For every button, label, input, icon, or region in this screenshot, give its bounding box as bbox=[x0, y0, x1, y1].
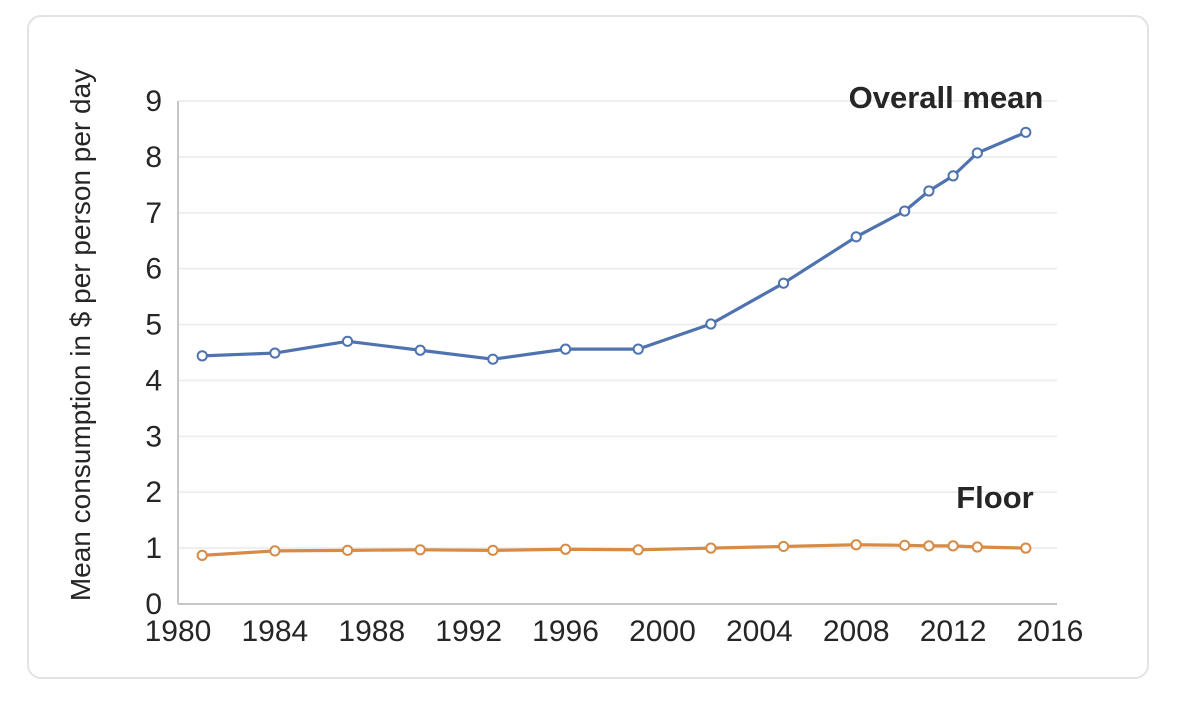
y-tick-label: 8 bbox=[145, 141, 162, 174]
x-tick-label: 2008 bbox=[823, 615, 890, 648]
data-point-marker bbox=[487, 353, 499, 365]
data-point-marker bbox=[850, 539, 862, 551]
gridlines bbox=[178, 100, 1057, 549]
data-point-marker bbox=[899, 539, 911, 551]
data-point-marker bbox=[632, 544, 644, 556]
x-tick-label: 1984 bbox=[242, 615, 309, 648]
data-point-marker bbox=[899, 205, 911, 217]
data-point-marker bbox=[777, 540, 790, 553]
data-point-marker bbox=[947, 540, 959, 552]
data-point-marker bbox=[487, 544, 499, 556]
data-point-marker bbox=[1020, 126, 1032, 138]
y-tick-label: 7 bbox=[145, 197, 162, 230]
y-tick-label: 4 bbox=[145, 364, 162, 397]
y-tick-label: 1 bbox=[145, 532, 162, 565]
x-tick-label: 2016 bbox=[1017, 615, 1084, 648]
data-point-marker bbox=[341, 335, 354, 347]
x-axis: 1980 1984 1988 1992 1996 2000 2004 2008 2012 2016 bbox=[145, 603, 1084, 648]
x-tick-label: 1996 bbox=[532, 615, 599, 648]
series-group bbox=[196, 126, 1032, 561]
series-overall-mean bbox=[196, 126, 1032, 365]
data-point-marker bbox=[341, 544, 354, 556]
data-point-marker bbox=[632, 343, 644, 355]
data-point-marker bbox=[559, 543, 572, 555]
data-point-marker bbox=[705, 542, 717, 554]
data-point-marker bbox=[850, 231, 862, 243]
data-point-marker bbox=[1020, 542, 1032, 554]
data-point-marker bbox=[196, 549, 208, 561]
data-point-marker bbox=[923, 185, 935, 197]
x-tick-label: 1988 bbox=[338, 615, 405, 648]
x-tick-label: 1980 bbox=[145, 615, 212, 648]
series-label-overall-mean: Overall mean bbox=[849, 80, 1044, 115]
data-point-marker bbox=[269, 347, 281, 359]
data-point-marker bbox=[196, 350, 208, 362]
data-point-marker bbox=[777, 277, 790, 289]
y-axis: 0 1 2 3 4 5 6 7 8 9 bbox=[145, 85, 179, 621]
data-point-marker bbox=[971, 541, 983, 553]
data-point-marker bbox=[971, 147, 983, 159]
x-tick-label: 2012 bbox=[920, 615, 987, 648]
series-label-floor: Floor bbox=[956, 480, 1034, 515]
data-point-marker bbox=[559, 343, 572, 355]
y-tick-label: 9 bbox=[145, 85, 162, 118]
series-floor bbox=[196, 539, 1032, 561]
chart-card bbox=[27, 15, 1149, 679]
data-point-marker bbox=[923, 540, 935, 552]
y-tick-label: 0 bbox=[145, 588, 162, 621]
x-tick-label: 1992 bbox=[435, 615, 502, 648]
y-axis-title: Mean consumption in $ per person per day bbox=[65, 69, 96, 601]
data-point-marker bbox=[947, 170, 959, 182]
data-point-marker bbox=[414, 544, 426, 556]
y-tick-label: 5 bbox=[145, 309, 162, 342]
data-point-marker bbox=[414, 344, 426, 356]
y-tick-label: 6 bbox=[145, 253, 162, 286]
y-tick-label: 3 bbox=[145, 420, 162, 453]
x-tick-label: 2004 bbox=[726, 615, 793, 648]
data-point-marker bbox=[705, 318, 717, 330]
data-point-marker bbox=[269, 545, 281, 557]
x-tick-label: 2000 bbox=[629, 615, 696, 648]
y-tick-label: 2 bbox=[145, 476, 162, 509]
